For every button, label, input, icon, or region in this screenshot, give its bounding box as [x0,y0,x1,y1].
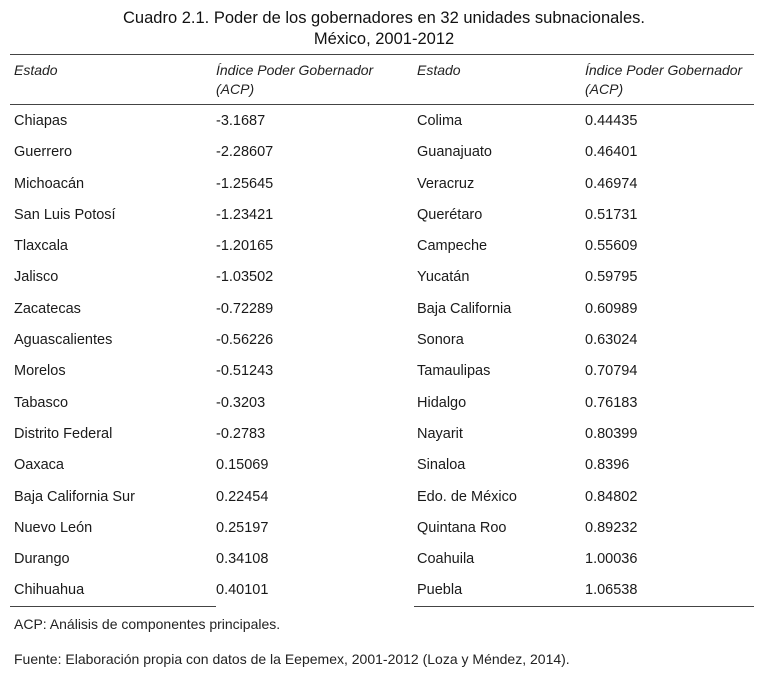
estado-cell: Zacatecas [14,300,81,317]
table-subtitle: México, 2001-2012 [313,30,455,48]
indice-cell: 1.06538 [585,582,638,599]
estado-cell: Sinaloa [417,457,466,474]
estado-cell: Hidalgo [417,394,467,411]
estado-cell: San Luis Potosí [14,206,116,223]
estado-cell: Colima [417,113,463,129]
indice-cell: -1.23421 [216,206,274,223]
bottom-rule-right [414,606,754,607]
header-indice-right: Índice Poder Gobernador (ACP) [585,62,743,97]
header-indice-left: Índice Poder Gobernador (ACP) [216,62,374,97]
indice-cell: 0.55609 [585,238,638,255]
indice-cell: 0.80399 [585,425,638,442]
estado-cell: Tamaulipas [417,363,491,380]
estado-cell: Nayarit [417,425,463,442]
indice-cell: 0.59795 [585,269,638,286]
estado-cell: Sonora [417,332,464,349]
estado-cell: Chiapas [14,113,68,129]
estado-cell: Tabasco [14,394,69,411]
indice-cell: 0.40101 [216,582,269,599]
indice-cell: 0.63024 [585,332,638,349]
estado-cell: Tlaxcala [14,238,68,255]
estado-cell: Guanajuato [417,144,492,161]
estado-cell: Durango [14,551,70,568]
indice-cell: -0.3203 [216,394,266,411]
indice-cell: -1.20165 [216,238,274,255]
indice-cell: -1.03502 [216,269,274,286]
note-acp: ACP: Análisis de componentes principales… [14,616,281,632]
indice-cell: 0.89232 [585,519,638,536]
indice-cell: 0.25197 [216,519,269,536]
estado-cell: Edo. de México [417,488,517,505]
indice-cell: 0.44435 [585,113,638,129]
top-rule [10,54,754,55]
estado-cell: Oaxaca [14,457,64,474]
header-rule [10,104,754,105]
estado-cell: Baja California Sur [14,488,135,505]
table-title: Cuadro 2.1. Poder de los gobernadores en… [123,9,645,27]
indice-cell: 0.15069 [216,457,269,474]
indice-cell: -1.25645 [216,175,274,192]
estado-cell: Michoacán [14,175,85,192]
estado-cell: Nuevo León [14,519,93,536]
indice-cell: 0.46974 [585,175,638,192]
estado-cell: Aguascalientes [14,332,113,349]
indice-cell: -0.72289 [216,300,274,317]
estado-cell: Jalisco [14,269,59,286]
estado-cell: Querétaro [417,206,483,223]
indice-cell: 0.76183 [585,394,638,411]
estado-cell: Guerrero [14,144,73,161]
indice-cell: 0.70794 [585,363,638,380]
indice-cell: 1.00036 [585,551,638,568]
estado-cell: Baja California [417,300,512,317]
bottom-rule-left [10,606,216,607]
estado-cell: Distrito Federal [14,425,113,442]
note-fuente: Fuente: Elaboración propia con datos de … [14,651,570,667]
header-estado-right: Estado [417,62,461,78]
estado-cell: Chihuahua [14,582,85,599]
estado-cell: Campeche [417,238,488,255]
indice-cell: 0.84802 [585,488,638,505]
estado-cell: Puebla [417,582,463,599]
estado-cell: Quintana Roo [417,519,507,536]
indice-cell: -0.2783 [216,425,266,442]
indice-cell: 0.46401 [585,144,638,161]
indice-cell: 0.8396 [585,457,630,474]
estado-cell: Coahuila [417,551,475,568]
indice-cell: 0.51731 [585,206,638,223]
estado-cell: Veracruz [417,175,475,192]
estado-cell: Yucatán [417,269,470,286]
estado-cell: Morelos [14,363,66,380]
indice-cell: 0.22454 [216,488,269,505]
indice-cell: -0.56226 [216,332,274,349]
indice-cell: 0.60989 [585,300,638,317]
header-estado-left: Estado [14,62,58,78]
indice-cell: 0.34108 [216,551,269,568]
indice-cell: -2.28607 [216,144,274,161]
indice-cell: -3.1687 [216,113,266,129]
indice-cell: -0.51243 [216,363,274,380]
